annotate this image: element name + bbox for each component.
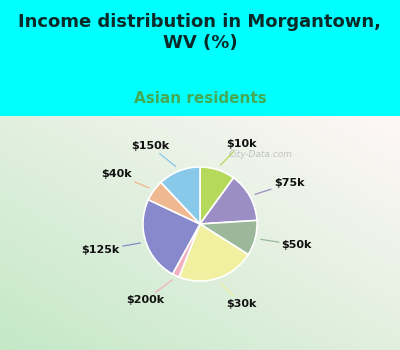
Text: $30k: $30k <box>220 283 256 309</box>
Wedge shape <box>161 167 200 224</box>
Wedge shape <box>172 224 200 277</box>
Wedge shape <box>148 182 200 224</box>
Text: $10k: $10k <box>220 139 256 165</box>
Text: $40k: $40k <box>101 169 149 188</box>
Wedge shape <box>200 220 257 254</box>
Text: $150k: $150k <box>131 141 176 167</box>
Text: Income distribution in Morgantown,
WV (%): Income distribution in Morgantown, WV (%… <box>18 13 382 52</box>
Text: $50k: $50k <box>261 239 312 250</box>
Wedge shape <box>200 167 234 224</box>
Text: $200k: $200k <box>126 280 172 305</box>
Text: Asian residents: Asian residents <box>134 91 266 106</box>
Text: $75k: $75k <box>255 178 304 194</box>
Wedge shape <box>143 200 200 274</box>
Wedge shape <box>200 178 257 224</box>
Text: City-Data.com: City-Data.com <box>229 150 293 159</box>
Wedge shape <box>179 224 248 281</box>
Text: $125k: $125k <box>82 243 140 255</box>
